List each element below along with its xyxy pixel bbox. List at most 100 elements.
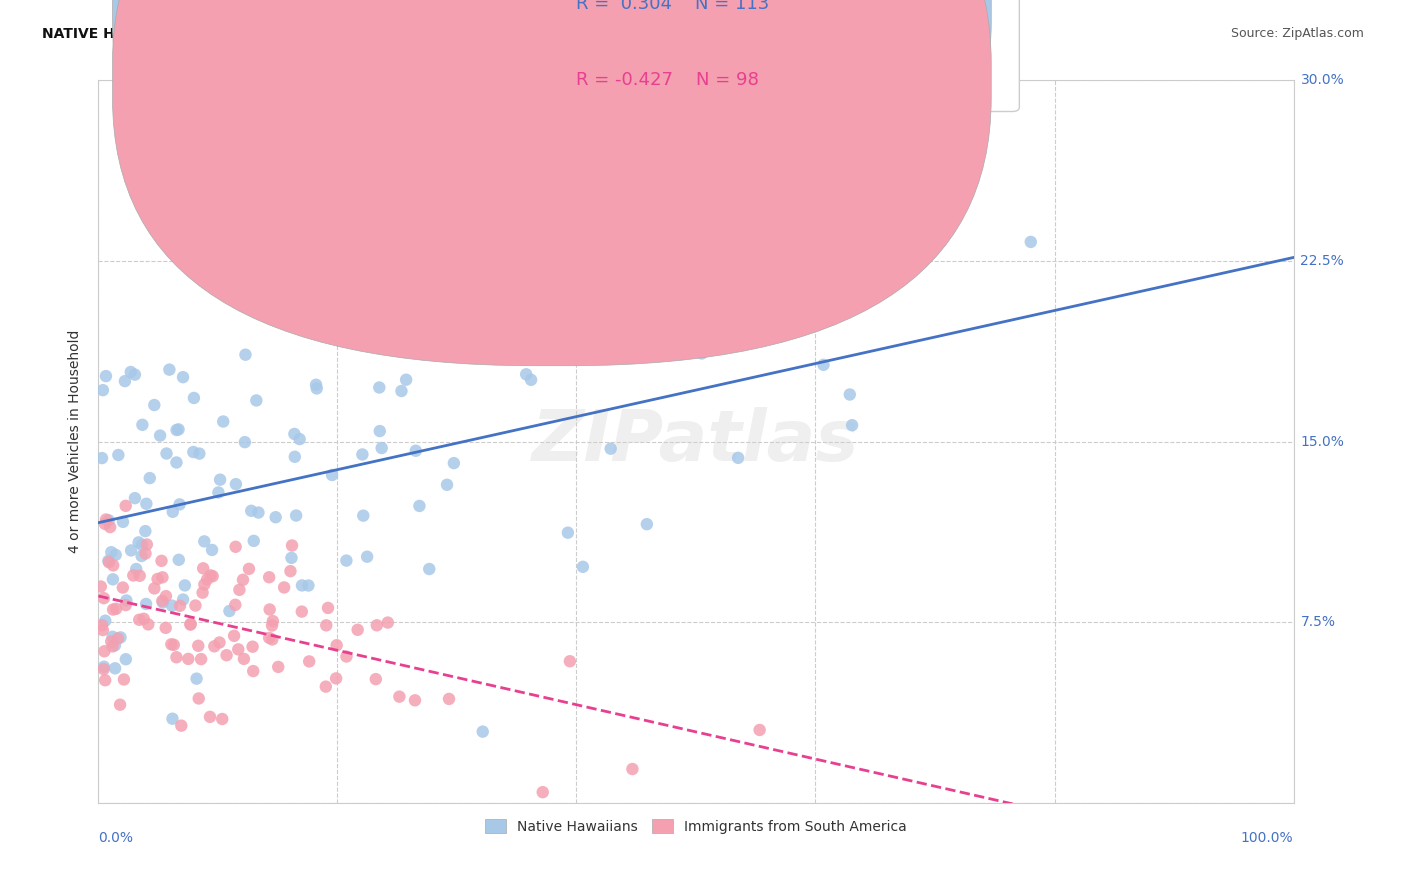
Point: [183, 445, 205, 459]
Point: [242, 533, 264, 548]
Point: [291, 605, 314, 619]
Point: [297, 578, 319, 592]
Point: [658, 345, 681, 359]
Point: [167, 422, 190, 436]
Point: [247, 506, 270, 520]
Point: [201, 569, 224, 583]
Point: [128, 568, 150, 582]
Point: [838, 387, 860, 401]
Point: [183, 391, 205, 405]
Point: [131, 417, 153, 432]
Point: [291, 578, 314, 592]
Point: [103, 558, 125, 573]
Point: [451, 328, 474, 343]
Point: [120, 365, 142, 379]
Point: [94, 369, 117, 384]
Point: [107, 632, 129, 646]
Point: [124, 491, 146, 505]
Point: [257, 310, 280, 325]
Point: [146, 572, 169, 586]
Point: [91, 623, 114, 637]
Point: [114, 374, 136, 388]
Point: [179, 617, 201, 632]
Point: [841, 418, 863, 433]
Point: [122, 568, 145, 582]
Point: [94, 614, 117, 628]
Point: [1019, 235, 1042, 249]
Point: [316, 601, 339, 615]
Point: [100, 545, 122, 559]
Point: [443, 456, 465, 470]
Point: [100, 634, 122, 648]
Point: [104, 638, 127, 652]
Point: [515, 368, 537, 382]
Text: ZIPatlas: ZIPatlas: [533, 407, 859, 476]
Point: [188, 447, 211, 461]
Point: [165, 650, 187, 665]
Point: [134, 524, 156, 538]
Point: [187, 691, 209, 706]
Point: [134, 547, 156, 561]
Point: [408, 499, 430, 513]
Point: [173, 578, 195, 592]
Point: [105, 602, 128, 616]
Point: [262, 632, 284, 647]
Point: [143, 398, 166, 412]
Point: [160, 599, 183, 613]
Point: [190, 652, 212, 666]
Point: [813, 358, 835, 372]
Point: [256, 225, 278, 239]
Point: [418, 562, 440, 576]
Point: [150, 554, 173, 568]
Point: [636, 517, 658, 532]
Point: [150, 594, 173, 608]
Point: [207, 485, 229, 500]
Point: [94, 673, 117, 688]
Y-axis label: 4 or more Vehicles in Household: 4 or more Vehicles in Household: [69, 330, 83, 553]
Point: [257, 570, 280, 584]
Point: [225, 477, 247, 491]
Point: [280, 550, 302, 565]
Point: [162, 505, 184, 519]
Point: [101, 602, 124, 616]
Text: 15.0%: 15.0%: [1301, 434, 1344, 449]
Point: [437, 692, 460, 706]
Point: [405, 327, 427, 342]
Point: [143, 582, 166, 596]
Point: [233, 435, 256, 450]
Point: [321, 468, 343, 483]
Point: [166, 455, 188, 469]
Point: [110, 631, 132, 645]
Point: [131, 538, 153, 552]
Point: [191, 585, 214, 599]
Point: [273, 581, 295, 595]
Point: [222, 629, 245, 643]
Text: NATIVE HAWAIIAN VS IMMIGRANTS FROM SOUTH AMERICA 4 OR MORE VEHICLES IN HOUSEHOLD: NATIVE HAWAIIAN VS IMMIGRANTS FROM SOUTH…: [42, 27, 972, 41]
Point: [104, 661, 127, 675]
Point: [139, 471, 162, 485]
Point: [135, 537, 157, 551]
Point: [404, 693, 426, 707]
Point: [160, 637, 183, 651]
Point: [172, 592, 194, 607]
Point: [232, 573, 254, 587]
Point: [155, 589, 177, 603]
Point: [621, 762, 644, 776]
Point: [149, 428, 172, 442]
Point: [405, 337, 427, 351]
Point: [111, 581, 134, 595]
Point: [125, 562, 148, 576]
Point: [184, 599, 207, 613]
Point: [368, 380, 391, 394]
Point: [114, 652, 136, 666]
Point: [128, 613, 150, 627]
Point: [101, 640, 124, 654]
Point: [167, 553, 190, 567]
Point: [94, 512, 117, 526]
Point: [152, 595, 174, 609]
Point: [90, 580, 112, 594]
Point: [281, 539, 304, 553]
Point: [97, 554, 120, 568]
Point: [91, 618, 114, 632]
Point: [131, 549, 153, 563]
